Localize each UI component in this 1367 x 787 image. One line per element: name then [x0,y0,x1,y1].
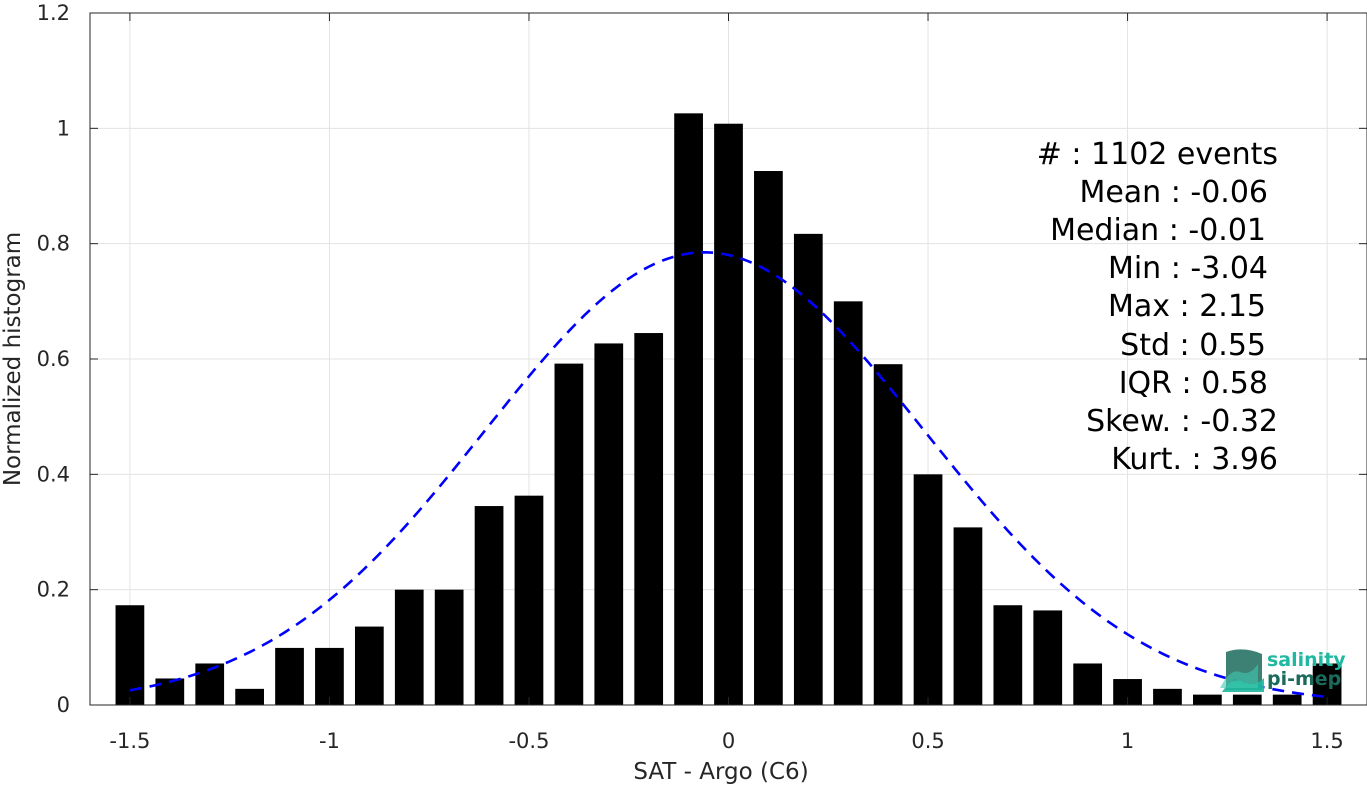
stat-skew: Skew. : -0.32 [1086,404,1278,439]
histogram-bar [714,123,743,706]
histogram-bar [634,333,664,705]
histogram-bar [1033,610,1063,705]
x-tick-label: 1 [1121,729,1134,753]
histogram-bar [354,626,384,705]
histogram-bar [1272,694,1302,705]
histogram-bar [913,474,943,705]
x-tick-label: -0.5 [508,729,549,753]
x-tick-label: 0.5 [911,729,944,753]
y-tick-label: 0.2 [37,578,70,602]
bars [115,113,1342,706]
histogram-bar [434,589,464,705]
histogram-bar [1153,688,1182,705]
stat-std: Std : 0.55 [1120,328,1266,363]
histogram-bar [1232,694,1262,705]
histogram-bar [674,113,703,706]
histogram-bar [993,605,1023,705]
histogram-bar [833,301,863,705]
statistics-box: # : 1102 events Mean : -0.06 Median : -0… [1037,137,1278,477]
y-tick-label: 1.2 [37,1,70,25]
y-tick-label: 1 [57,116,70,140]
histogram-bar [1193,694,1222,705]
histogram-bar [793,233,823,705]
x-tick-labels: -1.5 -1 -0.5 0 0.5 1 1.5 [109,729,1343,753]
stat-median: Median : -0.01 [1050,213,1266,248]
histogram-bar [554,363,584,705]
x-tick-label: -1 [319,729,340,753]
histogram-bar [394,589,424,705]
histogram-bar [754,171,783,706]
stat-iqr: IQR : 0.58 [1119,366,1268,401]
stat-max: Max : 2.15 [1108,289,1266,324]
y-tick-label: 0.6 [37,347,70,371]
salinity-pi-mep-logo: salinity pi-mep [1220,649,1346,692]
stat-kurt: Kurt. : 3.96 [1111,442,1278,477]
logo-text-line1: salinity [1267,649,1346,671]
x-tick-label: -1.5 [109,729,150,753]
histogram-bar [953,527,983,705]
y-tick-label: 0.8 [37,232,70,256]
y-tick-labels: 0 0.2 0.4 0.6 0.8 1 1.2 [37,1,70,717]
x-tick-label: 1.5 [1310,729,1343,753]
histogram-bar [275,647,304,705]
gaussian-fit-curve [129,251,1328,699]
stat-events: # : 1102 events [1037,137,1278,172]
histogram-bar [594,343,624,705]
stat-mean: Mean : -0.06 [1079,175,1268,210]
histogram-bar [315,647,344,705]
histogram-bar [1073,663,1103,705]
x-axis-label: SAT - Argo (C6) [633,759,808,785]
x-tick-label: 0 [722,729,735,753]
histogram-bar [514,495,544,705]
wave-logo-icon [1220,649,1264,692]
y-axis-label: Normalized histogram [0,232,26,486]
histogram-bar [474,506,504,705]
y-tick-label: 0 [57,693,70,717]
tick-marks [90,12,1367,706]
stat-min: Min : -3.04 [1108,251,1268,286]
histogram-bar [873,364,903,705]
y-tick-label: 0.4 [37,462,70,486]
logo-text-line2: pi-mep [1267,668,1341,690]
histogram-bar [235,688,264,705]
